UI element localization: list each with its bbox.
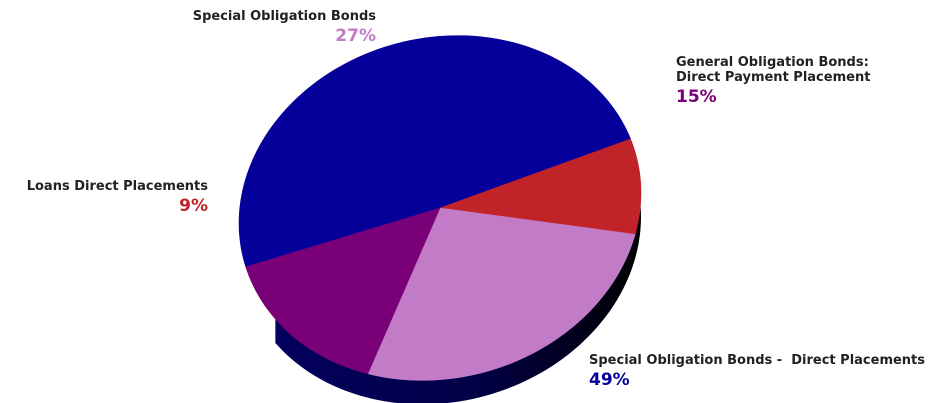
label-loans-direct-placements-pct: 9%	[179, 195, 208, 216]
pie-slice-loans-direct-placements	[439, 138, 642, 235]
label-special-obligation-bonds: Special Obligation Bonds 27%	[146, 9, 376, 46]
label-special-obligation-bonds-direct-placements-name: Special Obligation Bonds - Direct Placem…	[589, 353, 926, 368]
label-general-obligation-bonds-line1: General Obligation Bonds:	[676, 55, 869, 70]
label-special-obligation-bonds-direct-placements: Special Obligation Bonds - Direct Placem…	[589, 353, 949, 390]
label-general-obligation-bonds-line2: Direct Payment Placement	[676, 69, 871, 85]
label-loans-direct-placements: Loans Direct Placements 9%	[10, 179, 208, 216]
pie-slice-special-obligation-bonds	[367, 207, 636, 381]
label-general-obligation-bonds: General Obligation Bonds: Direct Payment…	[676, 55, 936, 107]
label-special-obligation-bonds-direct-placements-pct: 49%	[589, 369, 630, 390]
pie-slice-general-obligation-bonds-direct-payment-placement	[245, 207, 441, 375]
pie-side-wall-shape	[275, 102, 641, 403]
pie-side-wall	[275, 102, 641, 403]
label-special-obligation-bonds-name: Special Obligation Bonds	[192, 9, 376, 24]
pie-slice-special-obligation-bonds-direct-placements	[238, 35, 631, 268]
pie-slices	[238, 35, 642, 381]
label-special-obligation-bonds-pct: 27%	[335, 25, 376, 46]
label-loans-direct-placements-name: Loans Direct Placements	[26, 179, 208, 194]
label-general-obligation-bonds-pct: 15%	[676, 86, 717, 107]
